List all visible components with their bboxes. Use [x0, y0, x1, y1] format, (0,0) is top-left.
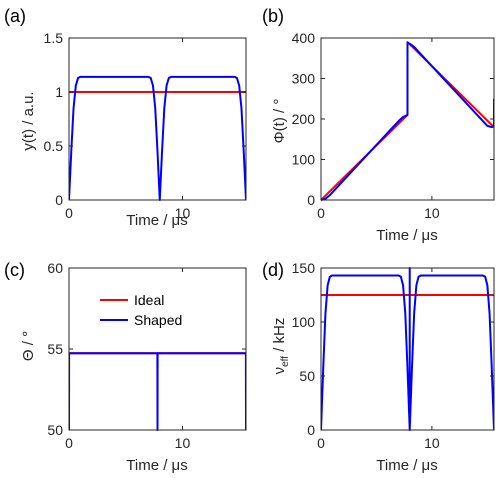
- xtick-label-c: 0: [65, 435, 73, 451]
- ytick-label-b: 200: [292, 111, 316, 127]
- ylabel-d-sub: eff: [280, 356, 291, 367]
- series-shaped-line-b: [321, 41, 494, 201]
- ytick-label-c: 60: [47, 260, 63, 276]
- panel-a-plot: 0 0.5 1 1.5 0 10: [44, 30, 247, 221]
- ytick-label-d: 150: [292, 260, 316, 276]
- ylabel-a: y(t) / a.u.: [20, 91, 37, 150]
- ytick-label-d: 0: [307, 422, 315, 438]
- panel-label-d: (d): [262, 260, 284, 280]
- xlabel-c: Time / μs: [126, 457, 187, 474]
- axes-box-d: [320, 267, 495, 431]
- xtick-label-d: 10: [424, 435, 440, 451]
- xlabel-b: Time / μs: [376, 227, 437, 244]
- series-shaped-line-c: [69, 352, 246, 431]
- ytick-label-d: 50: [299, 368, 315, 384]
- ylabel-d-tail: / kHz: [271, 318, 288, 356]
- xtick-label-b: 0: [317, 205, 325, 221]
- panel-c-plot: 50 55 60 0 10: [47, 260, 247, 451]
- panel-label-b: (b): [262, 6, 284, 26]
- xtick-label-a: 10: [175, 205, 191, 221]
- xtick-label-d: 0: [317, 435, 325, 451]
- panel-d-plot: 0 50 100 150 0 10: [292, 260, 495, 451]
- xtick-label-c: 10: [175, 435, 191, 451]
- ytick-label-b: 300: [292, 71, 316, 87]
- ytick-label-c: 50: [47, 422, 63, 438]
- panel-label-c: (c): [4, 260, 25, 280]
- xtick-label-b: 10: [424, 205, 440, 221]
- legend-ideal-label: Ideal: [134, 292, 164, 308]
- ytick-label-d: 100: [292, 314, 316, 330]
- ytick-label-a: 0.5: [44, 138, 64, 154]
- axes-box-a: [68, 37, 247, 201]
- xlabel-d: Time / μs: [376, 457, 437, 474]
- ytick-label-a: 0: [55, 192, 63, 208]
- ylabel-d: νeff / kHz: [271, 318, 291, 375]
- ytick-label-b: 0: [307, 192, 315, 208]
- ylabel-c: Θ / °: [20, 331, 37, 361]
- ytick-label-b: 400: [292, 30, 316, 46]
- legend: Ideal Shaped: [100, 292, 182, 328]
- xtick-label-a: 0: [65, 205, 73, 221]
- ytick-label-a: 1: [55, 84, 63, 100]
- xlabel-a: Time / μs: [126, 212, 187, 229]
- ylabel-d-main: ν: [271, 367, 288, 375]
- ytick-label-a: 1.5: [44, 30, 64, 46]
- ylabel-b: Φ(t) / °: [271, 99, 288, 144]
- series-shaped-line-a: [69, 75, 246, 201]
- series-shaped-line-d: [321, 267, 494, 431]
- panel-label-a: (a): [4, 6, 26, 26]
- ytick-label-c: 55: [47, 341, 63, 357]
- ytick-label-b: 100: [292, 152, 316, 168]
- legend-shaped-label: Shaped: [134, 312, 182, 328]
- panel-b-plot: 0 100 200 300 400 0 10: [292, 30, 495, 221]
